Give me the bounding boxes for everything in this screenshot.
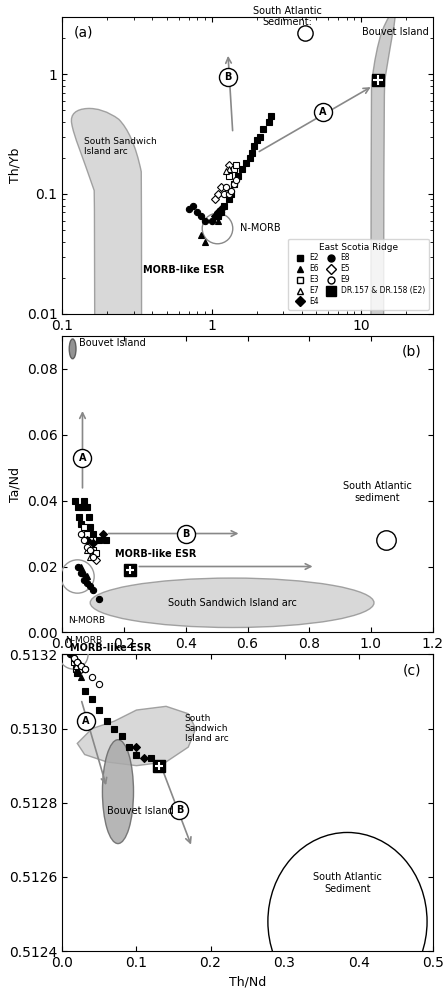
Ellipse shape <box>71 109 150 996</box>
Y-axis label: $^{143}$Nd/$^{144}$Nd: $^{143}$Nd/$^{144}$Nd <box>0 766 4 840</box>
Ellipse shape <box>90 578 374 627</box>
Text: N-MORB: N-MORB <box>68 616 105 624</box>
Text: A: A <box>83 716 90 726</box>
Text: MORB-like ESR: MORB-like ESR <box>70 642 151 652</box>
X-axis label: Nb/Yb: Nb/Yb <box>229 339 266 352</box>
Text: Bouvet Island: Bouvet Island <box>107 806 173 816</box>
Ellipse shape <box>268 833 427 996</box>
Text: MORB-like ESR: MORB-like ESR <box>115 549 196 559</box>
X-axis label: Th/Nd: Th/Nd <box>229 976 266 989</box>
Ellipse shape <box>103 740 133 844</box>
Text: South Sandwich
Island arc: South Sandwich Island arc <box>84 136 157 156</box>
Text: South Atlantic
sediment: South Atlantic sediment <box>343 481 412 503</box>
Text: South
Sandwich
Island arc: South Sandwich Island arc <box>185 714 228 743</box>
Text: A: A <box>319 108 326 118</box>
Text: B: B <box>224 72 231 82</box>
Legend: E2, E6, E3, E7, E4, E8, E5, E9, DR.157 & DR.158 (E2): E2, E6, E3, E7, E4, E8, E5, E9, DR.157 &… <box>288 239 429 310</box>
Text: A: A <box>79 452 86 463</box>
Text: South Sandwich Island arc: South Sandwich Island arc <box>168 598 297 608</box>
Text: South Atlantic
Sediment: South Atlantic Sediment <box>313 872 382 893</box>
Y-axis label: Th/Yb: Th/Yb <box>8 147 21 183</box>
Text: (a): (a) <box>74 26 93 40</box>
Text: MORB-like ESR: MORB-like ESR <box>143 265 225 275</box>
Text: B: B <box>182 529 190 539</box>
Ellipse shape <box>69 339 76 359</box>
Text: (c): (c) <box>403 663 421 677</box>
Ellipse shape <box>368 12 395 996</box>
Y-axis label: Ta/Nd: Ta/Nd <box>8 466 21 502</box>
Text: B: B <box>176 805 183 815</box>
Text: (b): (b) <box>402 345 421 359</box>
Text: Bouvet Island: Bouvet Island <box>363 28 429 38</box>
Text: South Atlantic
Sediment:: South Atlantic Sediment: <box>253 6 322 27</box>
Text: N-MORB: N-MORB <box>66 636 103 645</box>
Text: Bouvet Island: Bouvet Island <box>79 338 146 348</box>
Polygon shape <box>77 706 196 766</box>
Text: N-MORB: N-MORB <box>240 223 281 233</box>
X-axis label: Th/Nb: Th/Nb <box>229 657 266 670</box>
